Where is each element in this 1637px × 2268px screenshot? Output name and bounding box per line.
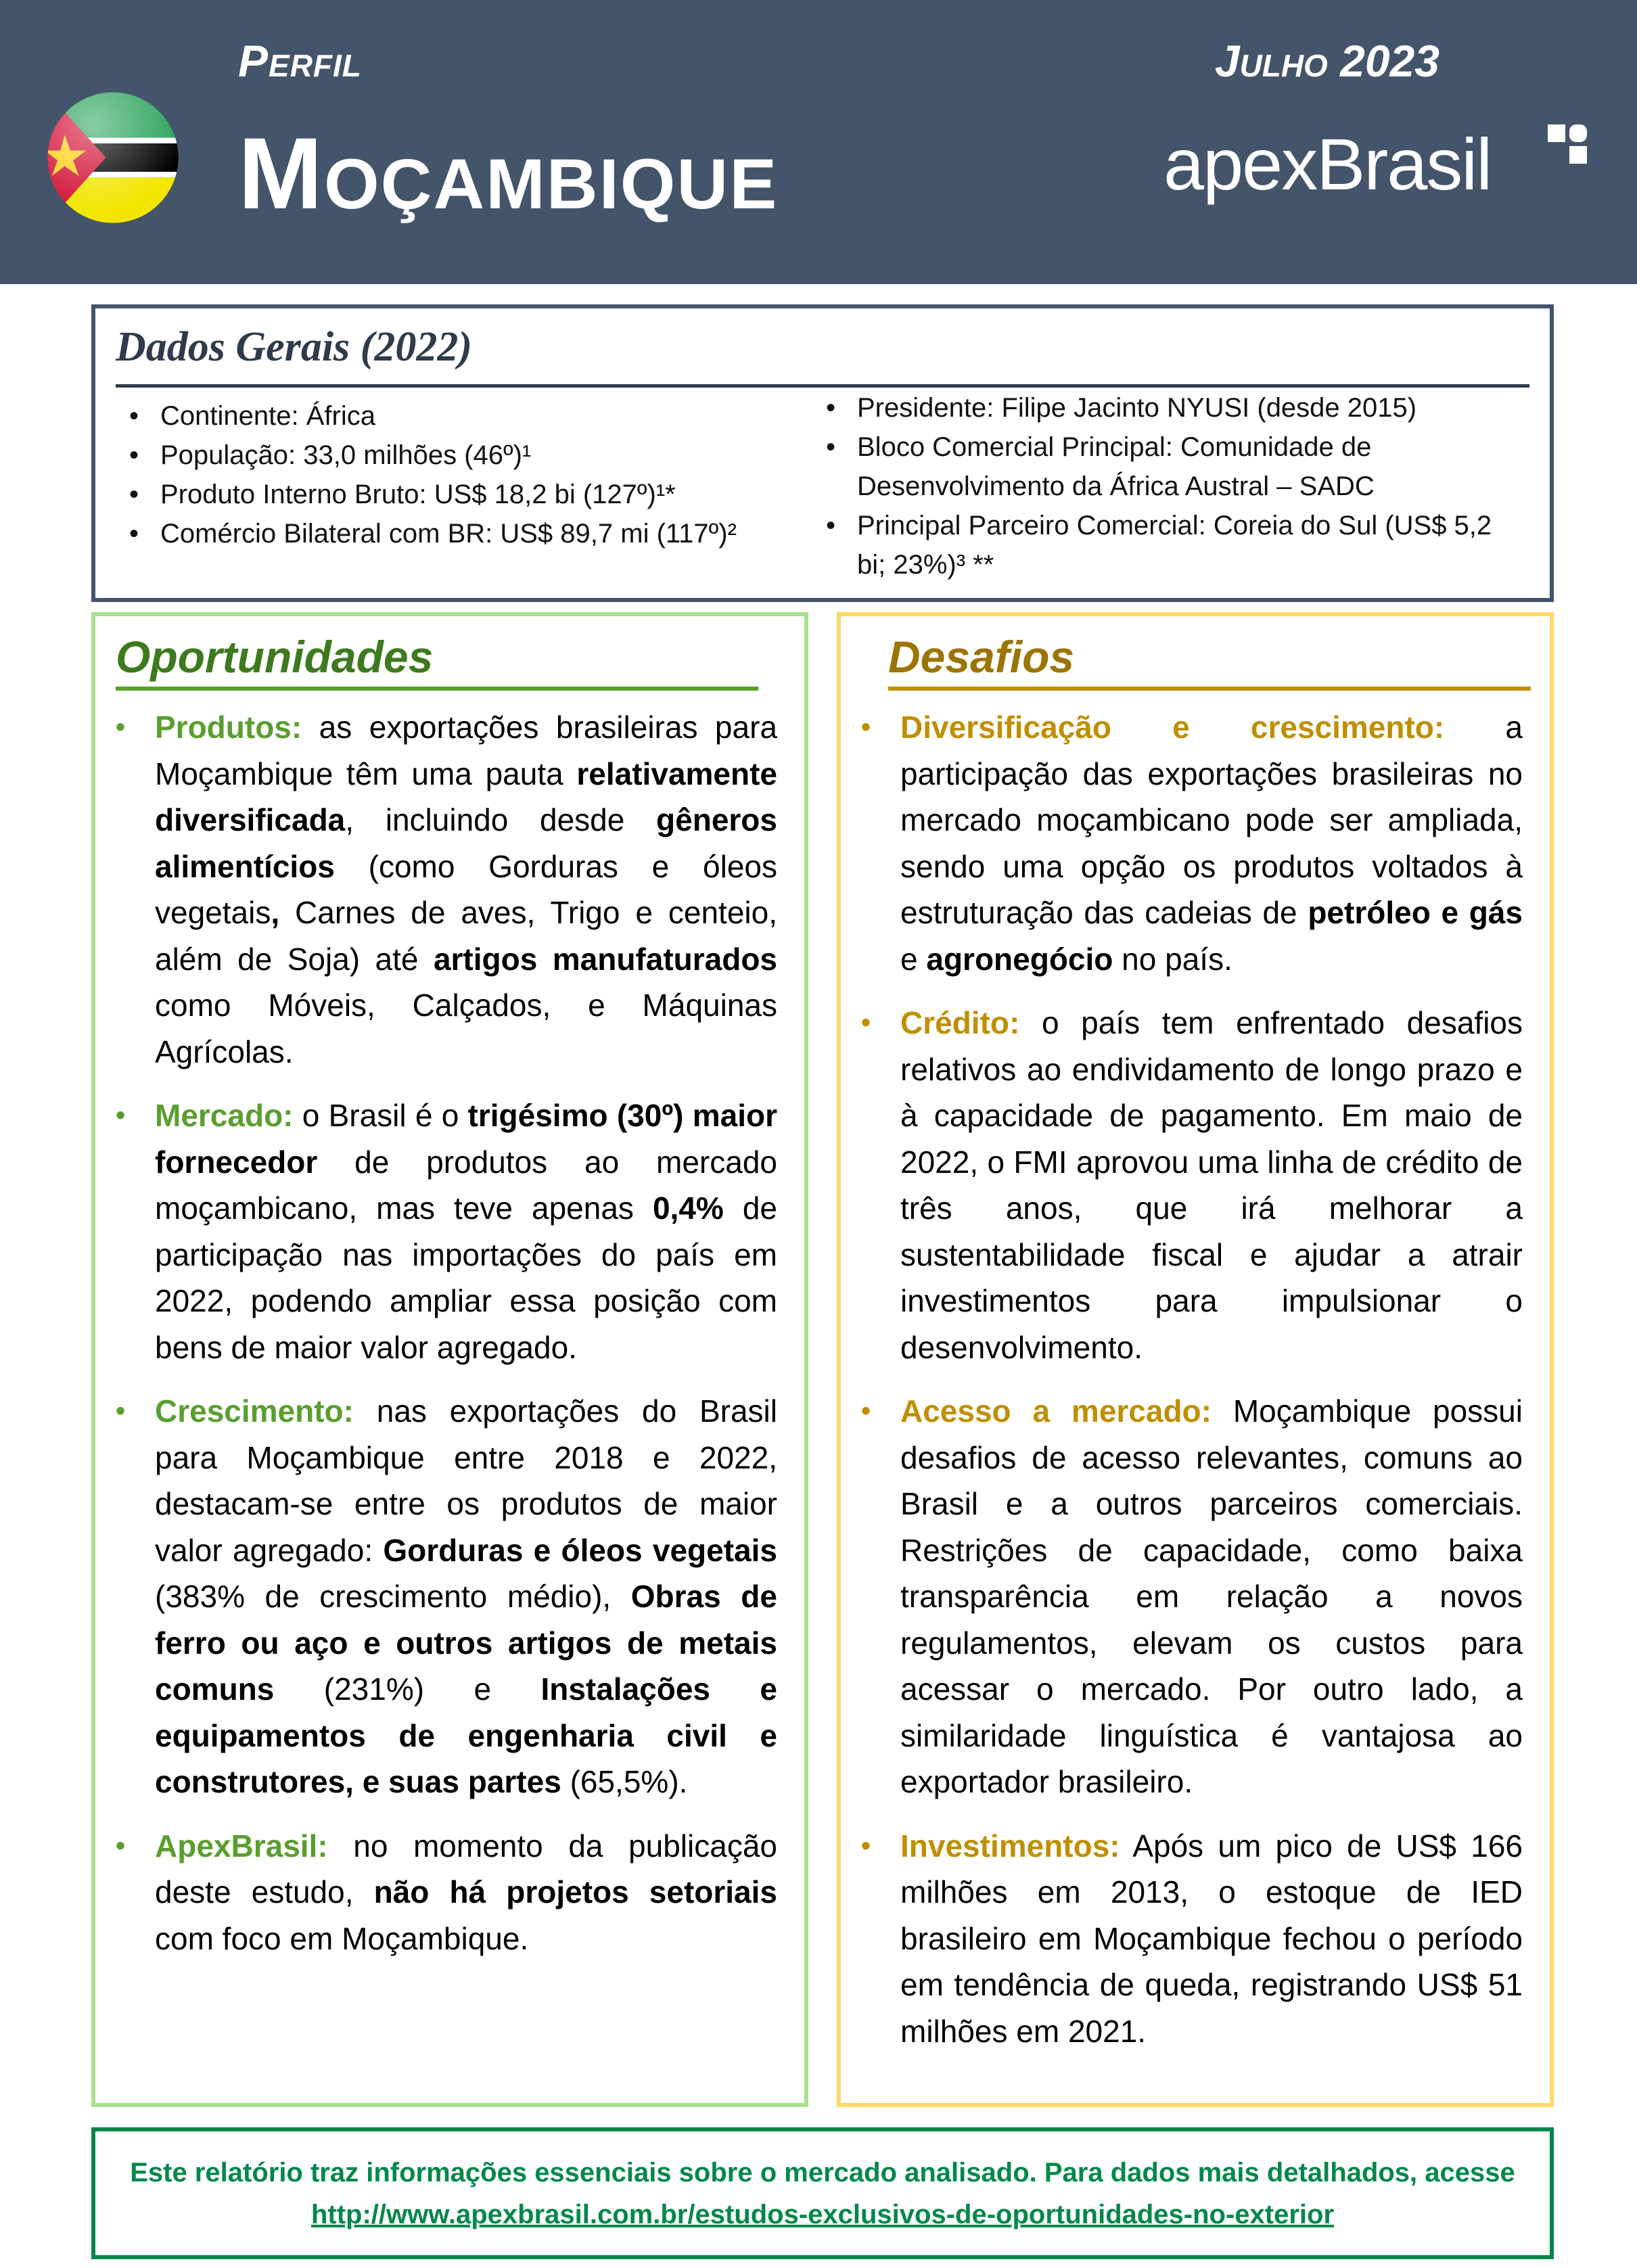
bullet-icon: • <box>861 712 871 742</box>
item-label: Diversificação e crescimento: <box>900 710 1445 745</box>
general-data-title: Dados Gerais (2022) <box>116 324 472 370</box>
bold-text: gêneros alimentícios <box>155 802 777 884</box>
item-text: e <box>900 941 927 977</box>
item-text: (como Gorduras e óleos vegetais <box>155 848 777 931</box>
item-label: Investimentos: <box>900 1828 1120 1864</box>
bullet-icon: • <box>116 1101 126 1130</box>
item-text: , incluindo desde <box>345 802 657 837</box>
item-text: como Móveis, Calçados, e Máquinas Agríco… <box>155 988 777 1069</box>
bold-text: não há projetos setoriais <box>373 1874 778 1910</box>
general-data-list-left: Continente: ÁfricaPopulação: 33,0 milhõe… <box>122 396 799 553</box>
item-text: Moçambique possui desafios de acesso rel… <box>900 1393 1523 1799</box>
bullet-icon: • <box>861 1396 871 1426</box>
general-data-list-right: Presidente: Filipe Jacinto NYUSI (desde … <box>819 388 1509 584</box>
challenges-list: • Diversificação e crescimento: a partici… <box>861 704 1523 2072</box>
item-text: nas exportações do Brasil para Moçambiqu… <box>155 1393 777 1568</box>
bold-text: Instalações e equipamentos de engenharia… <box>155 1671 777 1799</box>
general-data-item: Continente: África <box>122 396 799 436</box>
general-data-item: Comércio Bilateral com BR: US$ 89,7 mi (… <box>122 514 799 553</box>
item-label: Acesso a mercado: <box>900 1393 1212 1429</box>
bold-text: petróleo e gás <box>1308 895 1523 930</box>
item-text: (231%) e <box>274 1671 541 1707</box>
header-banner: Perfil Moçambique Julho 2023 apexBrasil <box>0 0 1637 284</box>
list-item: • Mercado: o Brasil é o trigésimo (30º) m… <box>116 1092 777 1370</box>
challenges-panel: Desafios • Diversificação e crescimento: … <box>837 612 1554 2107</box>
item-label: Crédito: <box>900 1005 1020 1040</box>
mozambique-flag-icon <box>47 92 179 223</box>
item-text: no momento da publicação deste estudo, <box>155 1828 777 1910</box>
general-data-item: Presidente: Filipe Jacinto NYUSI (desde … <box>819 388 1509 427</box>
list-item: • ApexBrasil: no momento da publicação de… <box>116 1823 777 1962</box>
footer-text: Este relatório traz informações essencia… <box>130 2158 1515 2188</box>
bold-text: trigésimo (30º) maior fornecedor <box>155 1098 777 1180</box>
general-data-item: População: 33,0 milhões (46º)¹ <box>122 436 799 475</box>
bold-text: Obras de ferro ou aço e outros artigos d… <box>155 1579 777 1707</box>
item-text: de produtos ao mercado moçambicano, mas … <box>155 1144 777 1226</box>
publication-date: Julho 2023 <box>1214 36 1439 86</box>
opportunities-panel: Oportunidades • Produtos: as exportações … <box>91 612 808 2107</box>
list-item: • Crédito: o país tem enfrentado desafios… <box>861 1000 1523 1370</box>
item-text: Após um pico de US$ 166 milhões em 2013,… <box>900 1828 1523 2049</box>
bullet-icon: • <box>116 1396 126 1426</box>
item-label: ApexBrasil: <box>155 1828 328 1864</box>
item-label: Produtos: <box>155 710 302 745</box>
item-label: Crescimento: <box>155 1393 354 1429</box>
item-text: o Brasil é o <box>293 1098 468 1133</box>
divider <box>116 384 1529 388</box>
bold-text: agronegócio <box>926 941 1113 977</box>
opportunities-list: • Produtos: as exportações brasileiras pa… <box>116 704 777 1979</box>
bullet-icon: • <box>116 1830 126 1861</box>
profile-label: Perfil <box>238 36 362 86</box>
apexbrasil-logo-mark-icon <box>1548 124 1587 164</box>
page-title: Moçambique <box>238 116 779 230</box>
item-text: (65,5%). <box>561 1764 688 1799</box>
item-text: a participação das exportações brasileir… <box>900 710 1523 930</box>
bold-text: Gorduras e óleos vegetais <box>383 1532 777 1568</box>
apexbrasil-studies-link[interactable]: http://www.apexbrasil.com.br/estudos-exc… <box>310 2200 1335 2229</box>
item-text: (383% de crescimento médio), <box>155 1579 631 1614</box>
apexbrasil-logo: apexBrasil <box>1163 123 1492 205</box>
divider <box>888 687 1531 691</box>
list-item: • Investimentos: Após um pico de US$ 166 … <box>861 1823 1523 2055</box>
list-item: • Acesso a mercado: Moçambique possui des… <box>861 1388 1523 1805</box>
general-data-item: Principal Parceiro Comercial: Coreia do … <box>819 506 1509 584</box>
list-item: • Diversificação e crescimento: a partici… <box>861 704 1523 982</box>
divider <box>116 687 758 691</box>
general-data-item: Bloco Comercial Principal: Comunidade de… <box>819 427 1509 506</box>
bold-text: artigos manufaturados <box>433 941 777 977</box>
list-item: • Produtos: as exportações brasileiras pa… <box>116 704 777 1075</box>
item-text: com foco em Moçambique. <box>155 1920 529 1956</box>
bullet-icon: • <box>861 1008 871 1038</box>
item-label: Mercado: <box>155 1098 294 1133</box>
bold-text: relativamente diversificada <box>155 756 777 838</box>
bold-text: , <box>271 895 280 930</box>
bullet-icon: • <box>861 1830 871 1861</box>
footer-note: Este relatório traz informações essencia… <box>91 2127 1554 2259</box>
general-data-item: Produto Interno Bruto: US$ 18,2 bi (127º… <box>122 475 799 514</box>
item-text: no país. <box>1113 941 1232 977</box>
item-text: de participação nas importações do país … <box>155 1190 777 1365</box>
item-text: o país tem enfrentado desafios relativos… <box>900 1005 1523 1365</box>
general-data-panel: Dados Gerais (2022) Continente: ÁfricaPo… <box>91 304 1554 602</box>
opportunities-title: Oportunidades <box>116 632 434 682</box>
bold-text: 0,4% <box>652 1190 724 1226</box>
list-item: • Crescimento: nas exportações do Brasil … <box>116 1388 777 1805</box>
challenges-title: Desafios <box>888 632 1075 682</box>
bullet-icon: • <box>116 712 126 742</box>
item-text: Carnes de aves, Trigo e centeio, além de… <box>155 895 777 977</box>
item-text: as exportações brasileiras para Moçambiq… <box>155 710 777 791</box>
